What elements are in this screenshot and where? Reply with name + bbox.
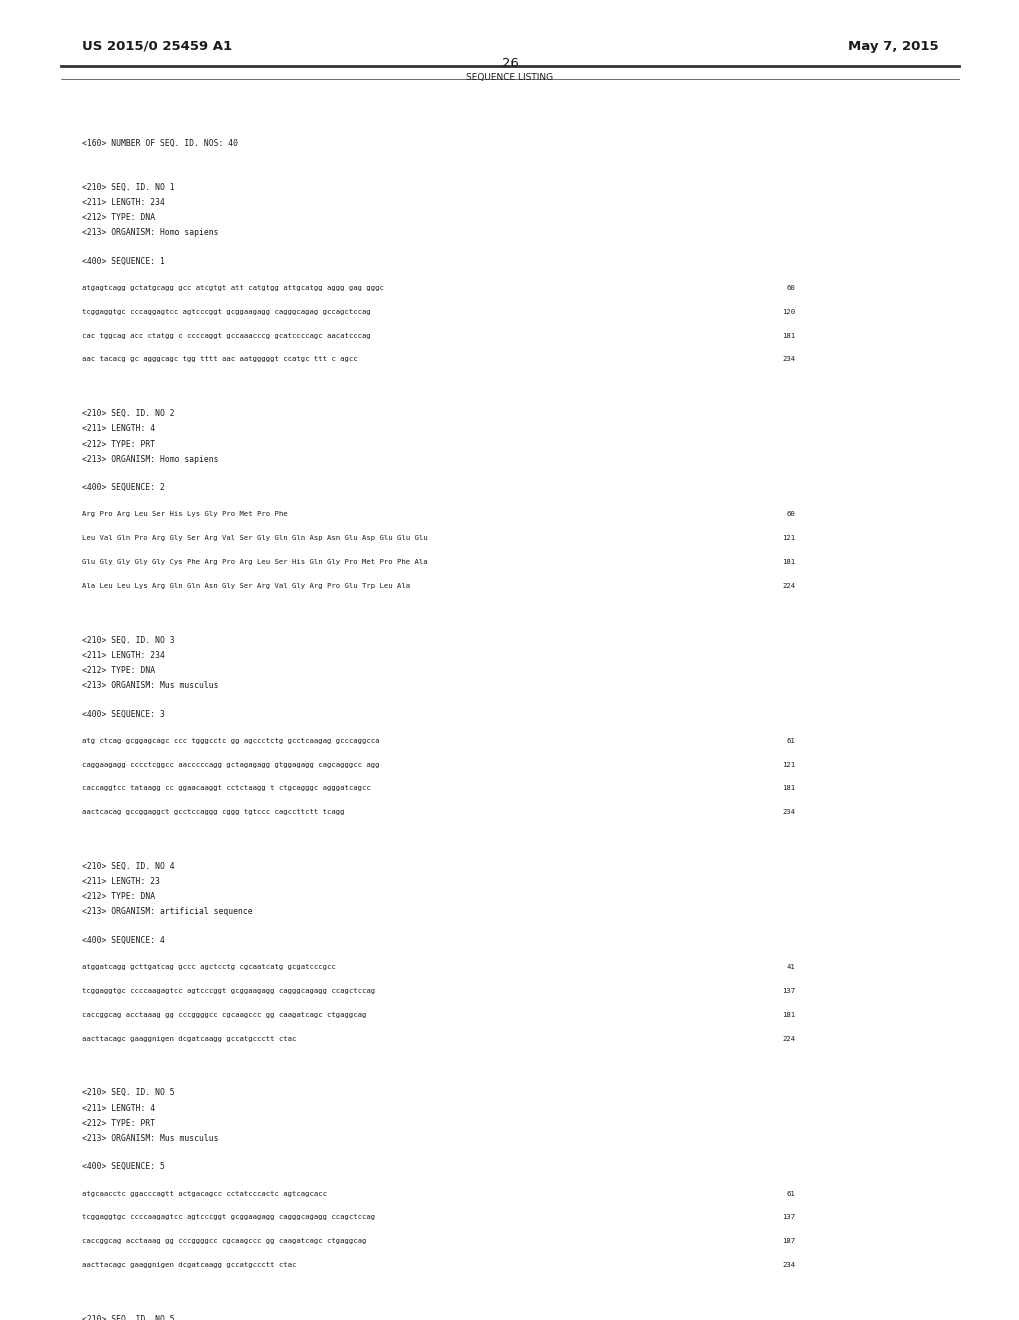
Text: <400> SEQUENCE: 4: <400> SEQUENCE: 4 — [82, 936, 164, 945]
Text: SEQUENCE LISTING: SEQUENCE LISTING — [466, 73, 553, 82]
Text: 234: 234 — [782, 1262, 795, 1269]
Text: 181: 181 — [782, 785, 795, 792]
Text: 120: 120 — [782, 309, 795, 315]
Text: caggaagagg cccctcggcc aacccccagg gctagagagg gtggagagg cagcagggcc agg: caggaagagg cccctcggcc aacccccagg gctagag… — [82, 762, 379, 768]
Text: 234: 234 — [782, 809, 795, 816]
Text: 121: 121 — [782, 535, 795, 541]
Text: <210> SEQ. ID. NO 5: <210> SEQ. ID. NO 5 — [82, 1088, 174, 1097]
Text: tcggaggtgc cccaggagtcc agtcccggt gcggaagagg cagggcagag gccagctccag: tcggaggtgc cccaggagtcc agtcccggt gcggaag… — [82, 309, 370, 315]
Text: atg ctcag gcggagcagc ccc tgggcctc gg agccctctg gcctcaagag gcccaggcca: atg ctcag gcggagcagc ccc tgggcctc gg agc… — [82, 738, 379, 744]
Text: 137: 137 — [782, 987, 795, 994]
Text: caccggcag acctaaag gg cccggggcc cgcaagccc gg caagatcagc ctgaggcag: caccggcag acctaaag gg cccggggcc cgcaagcc… — [82, 1238, 366, 1245]
Text: <212> TYPE: DNA: <212> TYPE: DNA — [82, 892, 155, 902]
Text: Glu Gly Gly Gly Gly Cys Phe Arg Pro Arg Leu Ser His Gln Gly Pro Met Pro Phe Ala: Glu Gly Gly Gly Gly Cys Phe Arg Pro Arg … — [82, 558, 427, 565]
Text: caccggcag acctaaag gg cccggggcc cgcaagccc gg caagatcagc ctgaggcag: caccggcag acctaaag gg cccggggcc cgcaagcc… — [82, 1011, 366, 1018]
Text: <400> SEQUENCE: 3: <400> SEQUENCE: 3 — [82, 709, 164, 718]
Text: aactcacag gccggaggct gcctccaggg cggg tgtccc cagccttctt tcagg: aactcacag gccggaggct gcctccaggg cggg tgt… — [82, 809, 343, 816]
Text: 181: 181 — [782, 333, 795, 339]
Text: 61: 61 — [786, 738, 795, 744]
Text: <212> TYPE: DNA: <212> TYPE: DNA — [82, 213, 155, 222]
Text: tcggaggtgc ccccaagagtcc agtcccggt gcggaagagg cagggcagagg ccagctccag: tcggaggtgc ccccaagagtcc agtcccggt gcggaa… — [82, 987, 374, 994]
Text: atgcaacctc ggacccagtt actgacagcc cctatcccactc agtcagcacc: atgcaacctc ggacccagtt actgacagcc cctatcc… — [82, 1191, 326, 1197]
Text: <210> SEQ. ID. NO 2: <210> SEQ. ID. NO 2 — [82, 409, 174, 418]
Text: May 7, 2015: May 7, 2015 — [847, 40, 937, 53]
Text: <400> SEQUENCE: 5: <400> SEQUENCE: 5 — [82, 1162, 164, 1171]
Text: <211> LENGTH: 234: <211> LENGTH: 234 — [82, 651, 164, 660]
Text: <213> ORGANISM: Mus musculus: <213> ORGANISM: Mus musculus — [82, 1134, 218, 1143]
Text: 181: 181 — [782, 558, 795, 565]
Text: 181: 181 — [782, 1011, 795, 1018]
Text: <400> SEQUENCE: 2: <400> SEQUENCE: 2 — [82, 483, 164, 492]
Text: atggatcagg gcttgatcag gccc agctcctg cgcaatcatg gcgatcccgcc: atggatcagg gcttgatcag gccc agctcctg cgca… — [82, 964, 335, 970]
Text: <213> ORGANISM: Mus musculus: <213> ORGANISM: Mus musculus — [82, 681, 218, 690]
Text: <210> SEQ. ID. NO 5: <210> SEQ. ID. NO 5 — [82, 1315, 174, 1320]
Text: aacttacagc gaaggnigen dcgatcaagg gccatgccctt ctac: aacttacagc gaaggnigen dcgatcaagg gccatgc… — [82, 1035, 296, 1041]
Text: <213> ORGANISM: Homo sapiens: <213> ORGANISM: Homo sapiens — [82, 454, 218, 463]
Text: 187: 187 — [782, 1238, 795, 1245]
Text: 234: 234 — [782, 356, 795, 363]
Text: aacttacagc gaaggnigen dcgatcaagg gccatgccctt ctac: aacttacagc gaaggnigen dcgatcaagg gccatgc… — [82, 1262, 296, 1269]
Text: 121: 121 — [782, 762, 795, 768]
Text: <210> SEQ. ID. NO 3: <210> SEQ. ID. NO 3 — [82, 635, 174, 644]
Text: 60: 60 — [786, 511, 795, 517]
Text: <211> LENGTH: 23: <211> LENGTH: 23 — [82, 876, 159, 886]
Text: 61: 61 — [786, 1191, 795, 1197]
Text: Leu Val Gln Pro Arg Gly Ser Arg Val Ser Gly Gln Gln Asp Asn Glu Asp Glu Glu Glu: Leu Val Gln Pro Arg Gly Ser Arg Val Ser … — [82, 535, 427, 541]
Text: US 2015/0 25459 A1: US 2015/0 25459 A1 — [82, 40, 231, 53]
Text: <210> SEQ. ID. NO 4: <210> SEQ. ID. NO 4 — [82, 862, 174, 871]
Text: aac tacacg gc agggcagc tgg tttt aac aatgggggt ccatgc ttt c agcc: aac tacacg gc agggcagc tgg tttt aac aatg… — [82, 356, 357, 363]
Text: <400> SEQUENCE: 1: <400> SEQUENCE: 1 — [82, 256, 164, 265]
Text: Ala Leu Leu Lys Arg Gln Gln Asn Gly Ser Arg Val Gly Arg Pro Glu Trp Leu Ala: Ala Leu Leu Lys Arg Gln Gln Asn Gly Ser … — [82, 582, 410, 589]
Text: 26: 26 — [501, 57, 518, 70]
Text: Arg Pro Arg Leu Ser His Lys Gly Pro Met Pro Phe: Arg Pro Arg Leu Ser His Lys Gly Pro Met … — [82, 511, 287, 517]
Text: 60: 60 — [786, 285, 795, 292]
Text: <160> NUMBER OF SEQ. ID. NOS: 40: <160> NUMBER OF SEQ. ID. NOS: 40 — [82, 139, 237, 148]
Text: tcggaggtgc ccccaagagtcc agtcccggt gcggaagagg cagggcagagg ccagctccag: tcggaggtgc ccccaagagtcc agtcccggt gcggaa… — [82, 1214, 374, 1221]
Text: <211> LENGTH: 234: <211> LENGTH: 234 — [82, 198, 164, 207]
Text: <210> SEQ. ID. NO 1: <210> SEQ. ID. NO 1 — [82, 182, 174, 191]
Text: <212> TYPE: PRT: <212> TYPE: PRT — [82, 1118, 155, 1127]
Text: <212> TYPE: DNA: <212> TYPE: DNA — [82, 665, 155, 675]
Text: <211> LENGTH: 4: <211> LENGTH: 4 — [82, 1104, 155, 1113]
Text: 224: 224 — [782, 1035, 795, 1041]
Text: caccaggtcc tataagg cc ggaacaaggt cctctaagg t ctgcagggc agggatcagcc: caccaggtcc tataagg cc ggaacaaggt cctctaa… — [82, 785, 370, 792]
Text: 224: 224 — [782, 582, 795, 589]
Text: <212> TYPE: PRT: <212> TYPE: PRT — [82, 440, 155, 449]
Text: cac tggcag acc ctatgg c ccccaggt gccaaacccg gcatccccagc aacatcccag: cac tggcag acc ctatgg c ccccaggt gccaaac… — [82, 333, 370, 339]
Text: <213> ORGANISM: artificial sequence: <213> ORGANISM: artificial sequence — [82, 907, 252, 916]
Text: 137: 137 — [782, 1214, 795, 1221]
Text: <211> LENGTH: 4: <211> LENGTH: 4 — [82, 424, 155, 433]
Text: atgagtcagg gctatgcagg gcc atcgtgt att catgtgg attgcatgg aggg gag gggc: atgagtcagg gctatgcagg gcc atcgtgt att ca… — [82, 285, 383, 292]
Text: 41: 41 — [786, 964, 795, 970]
Text: <213> ORGANISM: Homo sapiens: <213> ORGANISM: Homo sapiens — [82, 228, 218, 238]
